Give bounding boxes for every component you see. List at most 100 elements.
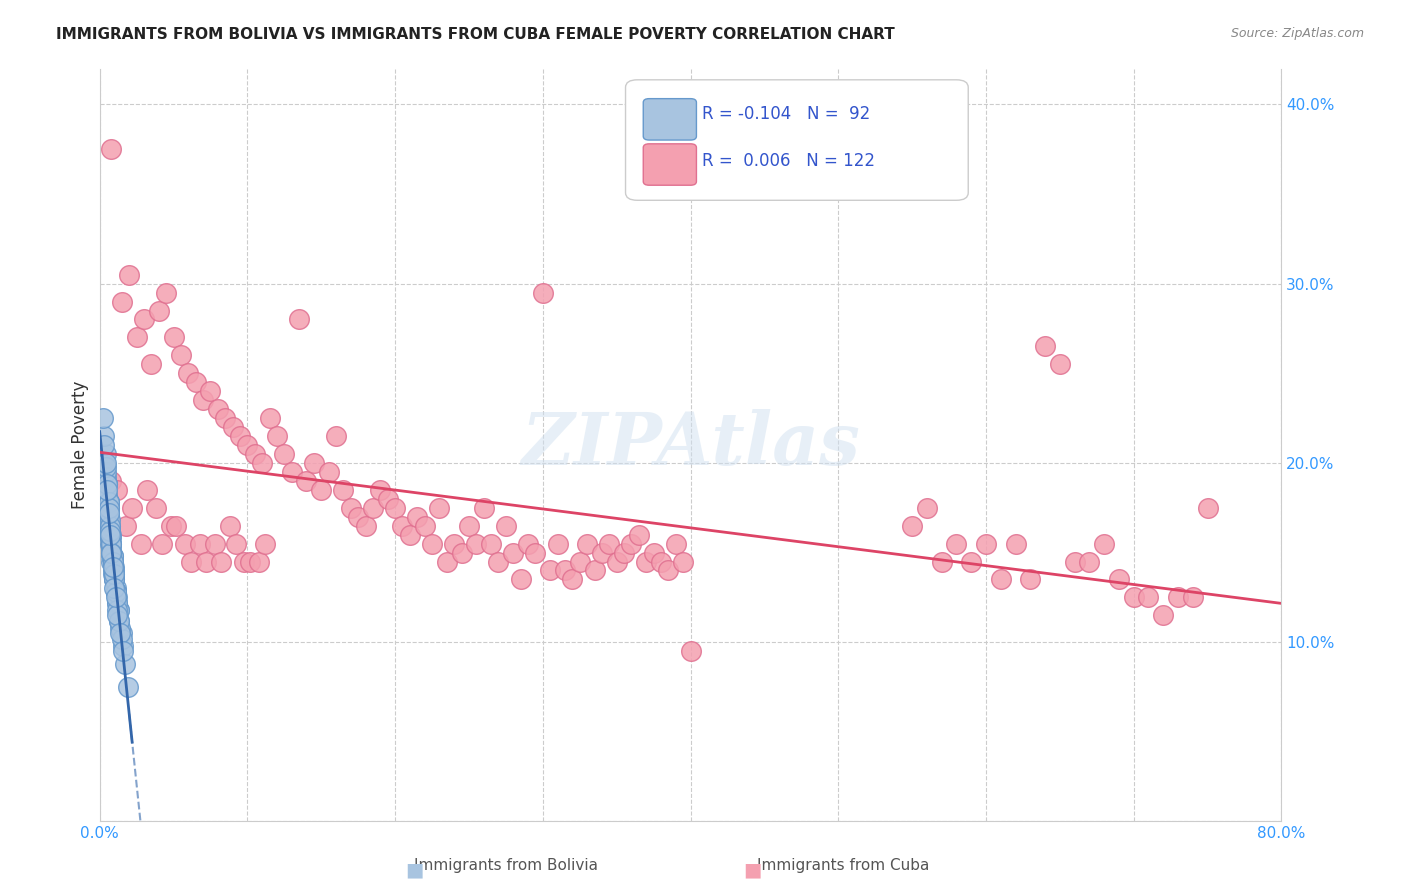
Point	[538, 564, 561, 578]
Point	[399, 527, 422, 541]
Point	[96, 518, 118, 533]
Point	[100, 142, 122, 156]
Point	[627, 527, 650, 541]
Point	[97, 509, 120, 524]
Point	[583, 564, 606, 578]
Point	[1078, 555, 1101, 569]
Point	[112, 644, 135, 658]
Point	[598, 536, 620, 550]
Point	[974, 536, 997, 550]
Point	[547, 536, 569, 550]
Point	[259, 411, 281, 425]
Point	[105, 608, 128, 623]
Point	[184, 376, 207, 390]
Point	[108, 603, 131, 617]
Point	[125, 330, 148, 344]
Point	[188, 536, 211, 550]
Point	[650, 555, 672, 569]
Point	[1152, 608, 1174, 623]
Point	[960, 555, 983, 569]
Point	[94, 470, 117, 484]
Point	[97, 506, 120, 520]
Point	[643, 545, 665, 559]
Point	[98, 518, 121, 533]
Point	[100, 555, 122, 569]
Point	[561, 573, 583, 587]
Point	[98, 527, 121, 541]
Point	[218, 518, 240, 533]
Point	[170, 348, 193, 362]
Point	[105, 483, 128, 497]
Point	[103, 582, 125, 596]
Point	[98, 524, 121, 538]
Point	[266, 429, 288, 443]
Point	[901, 518, 924, 533]
Point	[104, 591, 127, 605]
Point	[591, 545, 613, 559]
Point	[620, 536, 643, 550]
Point	[1108, 573, 1130, 587]
Point	[97, 495, 120, 509]
Point	[105, 591, 128, 605]
Point	[96, 513, 118, 527]
Point	[111, 294, 134, 309]
Point	[225, 536, 247, 550]
Text: Source: ZipAtlas.com: Source: ZipAtlas.com	[1230, 27, 1364, 40]
Point	[207, 402, 229, 417]
Point	[1049, 357, 1071, 371]
Point	[97, 500, 120, 515]
Point	[104, 582, 127, 596]
Point	[96, 500, 118, 515]
Point	[347, 509, 370, 524]
Point	[97, 500, 120, 515]
Point	[103, 567, 125, 582]
Point	[354, 518, 377, 533]
Point	[436, 555, 458, 569]
Point	[98, 524, 121, 538]
Point	[132, 312, 155, 326]
Text: R =  0.006   N = 122: R = 0.006 N = 122	[703, 153, 876, 170]
Point	[98, 531, 121, 545]
FancyBboxPatch shape	[626, 79, 969, 201]
Point	[103, 564, 125, 578]
Point	[672, 555, 695, 569]
Point	[236, 438, 259, 452]
Point	[576, 536, 599, 550]
Point	[177, 366, 200, 380]
Point	[332, 483, 354, 497]
Point	[420, 536, 443, 550]
Point	[100, 545, 122, 559]
Point	[93, 506, 115, 520]
Point	[108, 603, 131, 617]
Point	[112, 639, 135, 653]
Point	[111, 632, 134, 646]
Point	[472, 500, 495, 515]
Point	[302, 456, 325, 470]
Point	[155, 285, 177, 300]
Point	[121, 500, 143, 515]
Point	[318, 465, 340, 479]
Point	[1033, 339, 1056, 353]
Point	[531, 285, 554, 300]
Point	[135, 483, 157, 497]
Point	[665, 536, 688, 550]
Point	[101, 555, 124, 569]
Point	[166, 518, 188, 533]
Point	[110, 621, 132, 635]
Point	[96, 477, 118, 491]
Point	[384, 500, 406, 515]
Point	[280, 465, 302, 479]
Point	[180, 555, 202, 569]
Point	[295, 474, 318, 488]
Text: ZIPAtlas: ZIPAtlas	[522, 409, 860, 481]
Point	[104, 585, 127, 599]
Point	[200, 384, 222, 399]
Point	[148, 303, 170, 318]
Point	[429, 500, 451, 515]
Point	[1063, 555, 1085, 569]
Point	[94, 488, 117, 502]
Point	[103, 560, 125, 574]
Point	[91, 474, 114, 488]
Point	[96, 477, 118, 491]
Point	[100, 549, 122, 563]
